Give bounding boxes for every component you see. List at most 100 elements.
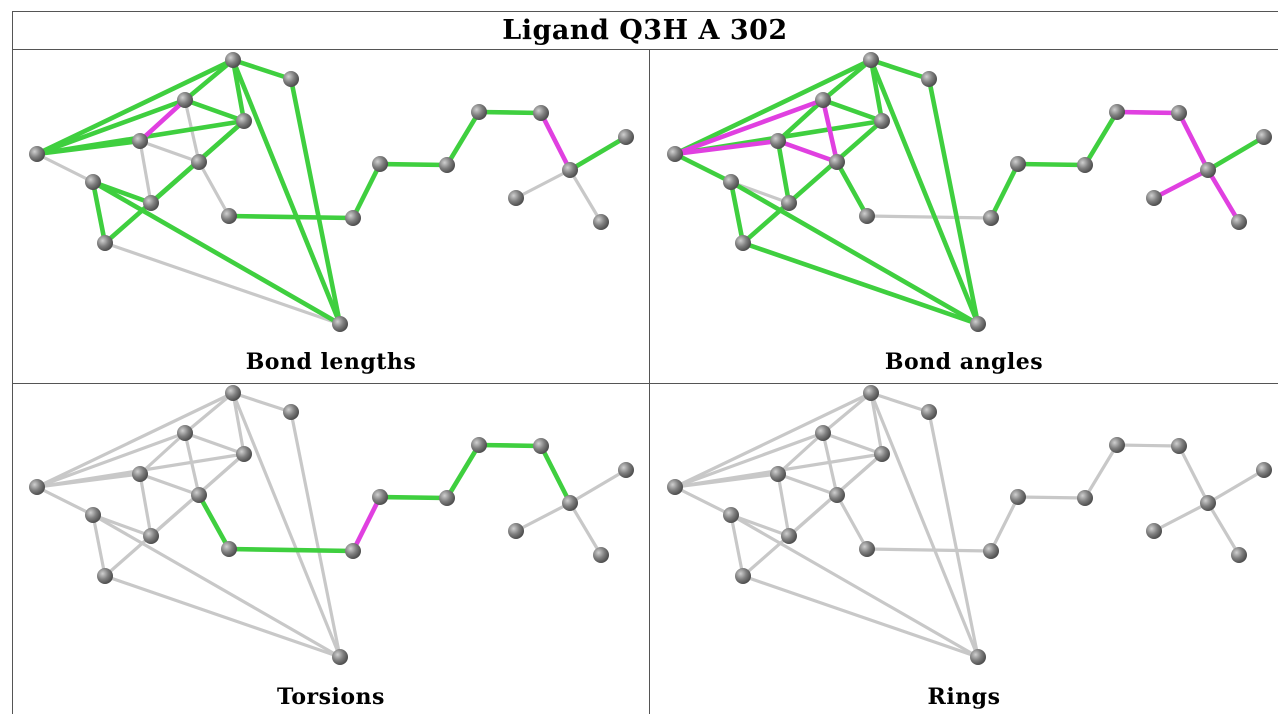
atom [723,507,739,523]
bond [729,513,791,538]
bond [729,513,980,659]
bond [821,431,884,456]
atom [508,190,524,206]
panel-caption: Rings [927,684,1001,710]
atom [829,154,845,170]
bond [103,574,342,659]
atom [177,92,193,108]
atom [735,568,751,584]
bond-ok [775,97,826,144]
bond-ok [444,442,482,501]
atom [1077,490,1093,506]
atom [85,507,101,523]
bond-ok [988,161,1021,221]
atom [345,210,361,226]
bond-ok [1082,109,1120,168]
bond-ok [90,179,343,327]
bond-ok [34,57,236,157]
bond [514,168,572,200]
atom [439,490,455,506]
atom [1256,462,1272,478]
bond-outlier [1114,109,1182,116]
bond-ok [1015,161,1088,168]
atom [781,195,797,211]
molecule-view-bond-lengths [29,52,634,332]
atom [143,528,159,544]
bond-ok [350,161,383,221]
bond [673,485,733,517]
bond-ok [775,138,792,206]
bond [1115,443,1181,448]
bond [673,472,780,489]
panel-caption: Torsions [277,684,385,710]
bond [231,391,246,456]
atom [221,541,237,557]
atom [225,385,241,401]
bond [231,391,342,659]
atom [815,425,831,441]
bond-ok [196,492,232,552]
atom [618,129,634,145]
atom [874,113,890,129]
bond [776,472,791,538]
bond-ok [820,97,885,124]
bond-ok [288,76,343,327]
bond-ok [444,109,482,168]
bond [103,452,246,578]
atom [1256,129,1272,145]
bond-ok [728,179,746,246]
atom [593,547,609,563]
bond [1177,444,1210,505]
bond [741,574,980,659]
bond [835,493,869,551]
atom [1146,523,1162,539]
panel-divider-vertical [649,50,650,714]
bond [776,431,825,476]
bond-ok [834,159,870,219]
bond [514,501,572,533]
bond-ok [377,161,450,168]
bond-ok [1205,134,1267,173]
atom [97,568,113,584]
atom [29,146,45,162]
bond [103,241,342,326]
bond [183,391,235,435]
bond-ok [740,118,885,246]
bond-ok [34,138,143,157]
atom [562,495,578,511]
bond [138,139,153,205]
bond-ok [226,546,356,554]
bond [673,431,825,489]
atom [1171,438,1187,454]
atom [874,446,890,462]
bond [1152,501,1210,533]
bond-ok [226,213,356,221]
atom [1231,214,1247,230]
atom [829,487,845,503]
bond-outlier [1205,167,1242,225]
bond-ok [230,57,294,82]
bond [865,547,993,553]
panel-torsions: Torsions [13,384,649,714]
bond [138,431,187,476]
bond [1206,468,1266,505]
atom [983,543,999,559]
bond [91,513,342,659]
bond-ok [868,57,932,82]
bond-ok [230,57,343,327]
atom [1077,157,1093,173]
bond [1016,495,1087,500]
bond [35,391,235,489]
bond-outlier [820,97,840,165]
bond [568,168,603,224]
panel-rings: Rings [650,384,1278,714]
atom [508,523,524,539]
bond-outlier [137,97,188,144]
atom [236,113,252,129]
atom [132,133,148,149]
bond-ok [476,442,544,449]
atom [970,649,986,665]
atom [970,316,986,332]
atom [97,235,113,251]
atom [863,52,879,68]
